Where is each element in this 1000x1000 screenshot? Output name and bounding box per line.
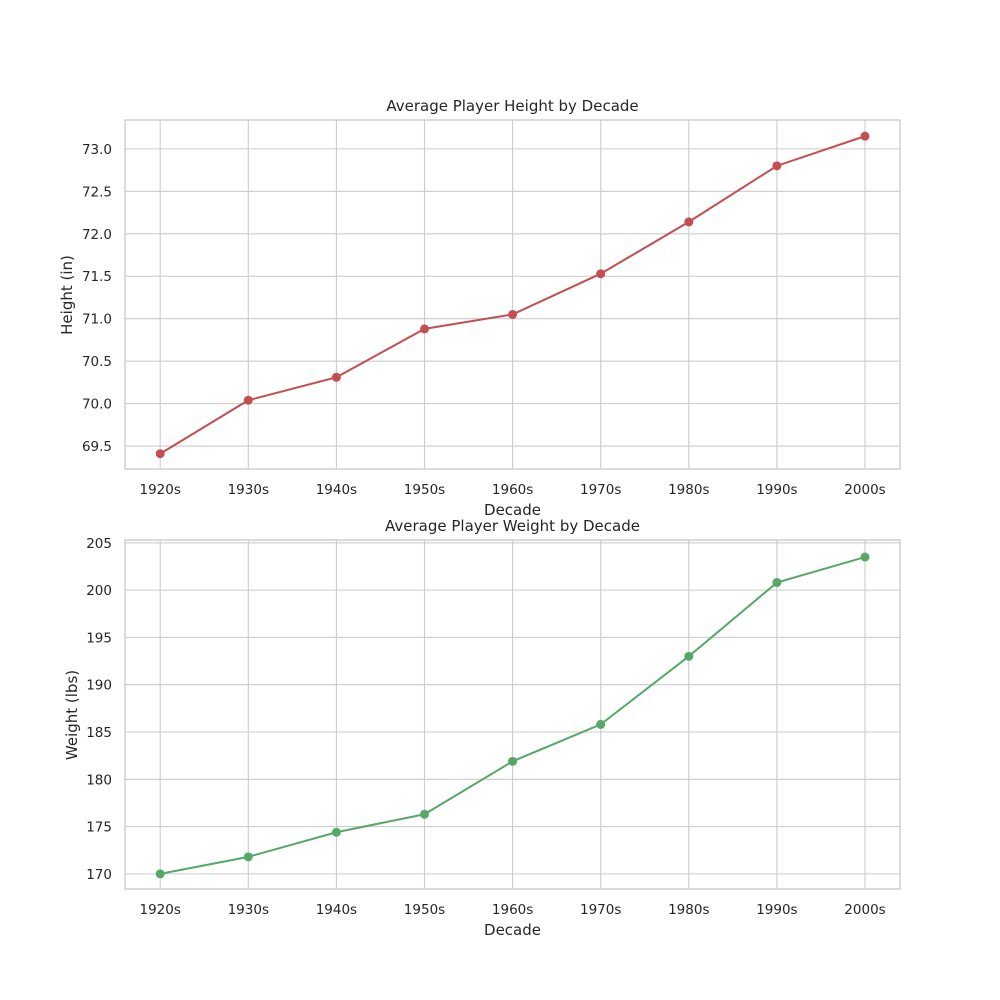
height-chart-data-point [155, 449, 165, 459]
weight-chart-data-point [772, 578, 782, 588]
height-chart-x-tick-label: 1930s [228, 482, 269, 498]
height-chart-x-tick-label: 1940s [316, 482, 357, 498]
weight-chart-x-tick-label: 1920s [140, 902, 181, 918]
weight-chart-y-tick-label: 175 [86, 820, 112, 836]
weight-chart-x-tick-label: 1940s [316, 902, 357, 918]
height-chart-x-tick-label: 2000s [844, 482, 885, 498]
weight-chart-y-tick-label: 170 [86, 867, 112, 883]
weight-chart-title: Average Player Weight by Decade [385, 517, 640, 535]
weight-chart-frame [124, 539, 901, 890]
weight-chart-data-point [508, 756, 518, 766]
weight-chart-data-point [596, 719, 606, 729]
height-chart-frame [124, 119, 901, 470]
weight-chart-data-point [331, 827, 341, 837]
height-chart-y-tick-label: 73.0 [82, 142, 112, 158]
height-chart: 69.5 70.0 70.5 71.0 71.5 72.0 72.5 73.0 1920s 193… [58, 97, 901, 519]
weight-chart-x-axis-label: Decade [484, 921, 541, 939]
weight-chart-y-tick-label: 195 [86, 630, 112, 646]
weight-chart: 170 175 180 185 190 195 200 205 1920s 1930s 1940s 1… [63, 517, 901, 939]
height-chart-title: Average Player Height by Decade [386, 97, 638, 115]
height-chart-data-point [596, 269, 606, 279]
height-chart-y-axis-label: Height (in) [58, 255, 76, 335]
height-chart-data-point [331, 372, 341, 382]
weight-chart-y-axis-label: Weight (lbs) [63, 670, 81, 760]
height-chart-data-point [420, 324, 429, 334]
weight-chart-y-tick-label: 205 [86, 536, 112, 552]
weight-chart-y-tick-label: 185 [86, 725, 112, 741]
height-chart-data-point [860, 131, 870, 141]
height-chart-y-tick-label: 70.5 [82, 354, 112, 370]
height-chart-y-tick-label: 69.5 [82, 439, 112, 455]
weight-chart-data-point [684, 651, 694, 661]
height-chart-x-tick-label: 1950s [404, 482, 445, 498]
weight-chart-data-point [860, 552, 870, 562]
height-chart-data-point [508, 309, 518, 319]
height-chart-x-tick-label: 1970s [580, 482, 621, 498]
height-chart-y-tick-label: 71.0 [82, 312, 112, 328]
height-chart-x-axis-label: Decade [484, 501, 541, 519]
height-chart-x-tick-label: 1960s [492, 482, 533, 498]
weight-chart-x-tick-label: 1960s [492, 902, 533, 918]
height-chart-x-tick-label: 1980s [668, 482, 709, 498]
weight-chart-y-tick-label: 180 [86, 772, 112, 788]
weight-chart-x-tick-label: 1990s [756, 902, 797, 918]
weight-chart-x-tick-label: 1950s [404, 902, 445, 918]
weight-chart-x-tick-label: 1930s [228, 902, 269, 918]
height-chart-data-point [243, 395, 253, 405]
weight-chart-x-tick-label: 1970s [580, 902, 621, 918]
weight-chart-data-point [155, 869, 165, 879]
height-chart-y-tick-label: 70.0 [82, 397, 112, 413]
height-chart-x-tick-label: 1990s [756, 482, 797, 498]
height-chart-data-point [684, 217, 694, 227]
height-chart-x-tick-label: 1920s [140, 482, 181, 498]
weight-chart-y-tick-label: 200 [86, 583, 112, 599]
height-chart-data-point [772, 161, 782, 171]
weight-chart-x-tick-label: 2000s [844, 902, 885, 918]
height-chart-y-tick-label: 72.0 [82, 227, 112, 243]
height-chart-y-tick-label: 72.5 [82, 184, 112, 200]
weight-chart-y-tick-label: 190 [86, 678, 112, 694]
height-chart-y-tick-label: 71.5 [82, 269, 112, 285]
weight-chart-data-point [243, 852, 253, 862]
weight-chart-data-point [420, 809, 429, 819]
weight-chart-x-tick-label: 1980s [668, 902, 709, 918]
